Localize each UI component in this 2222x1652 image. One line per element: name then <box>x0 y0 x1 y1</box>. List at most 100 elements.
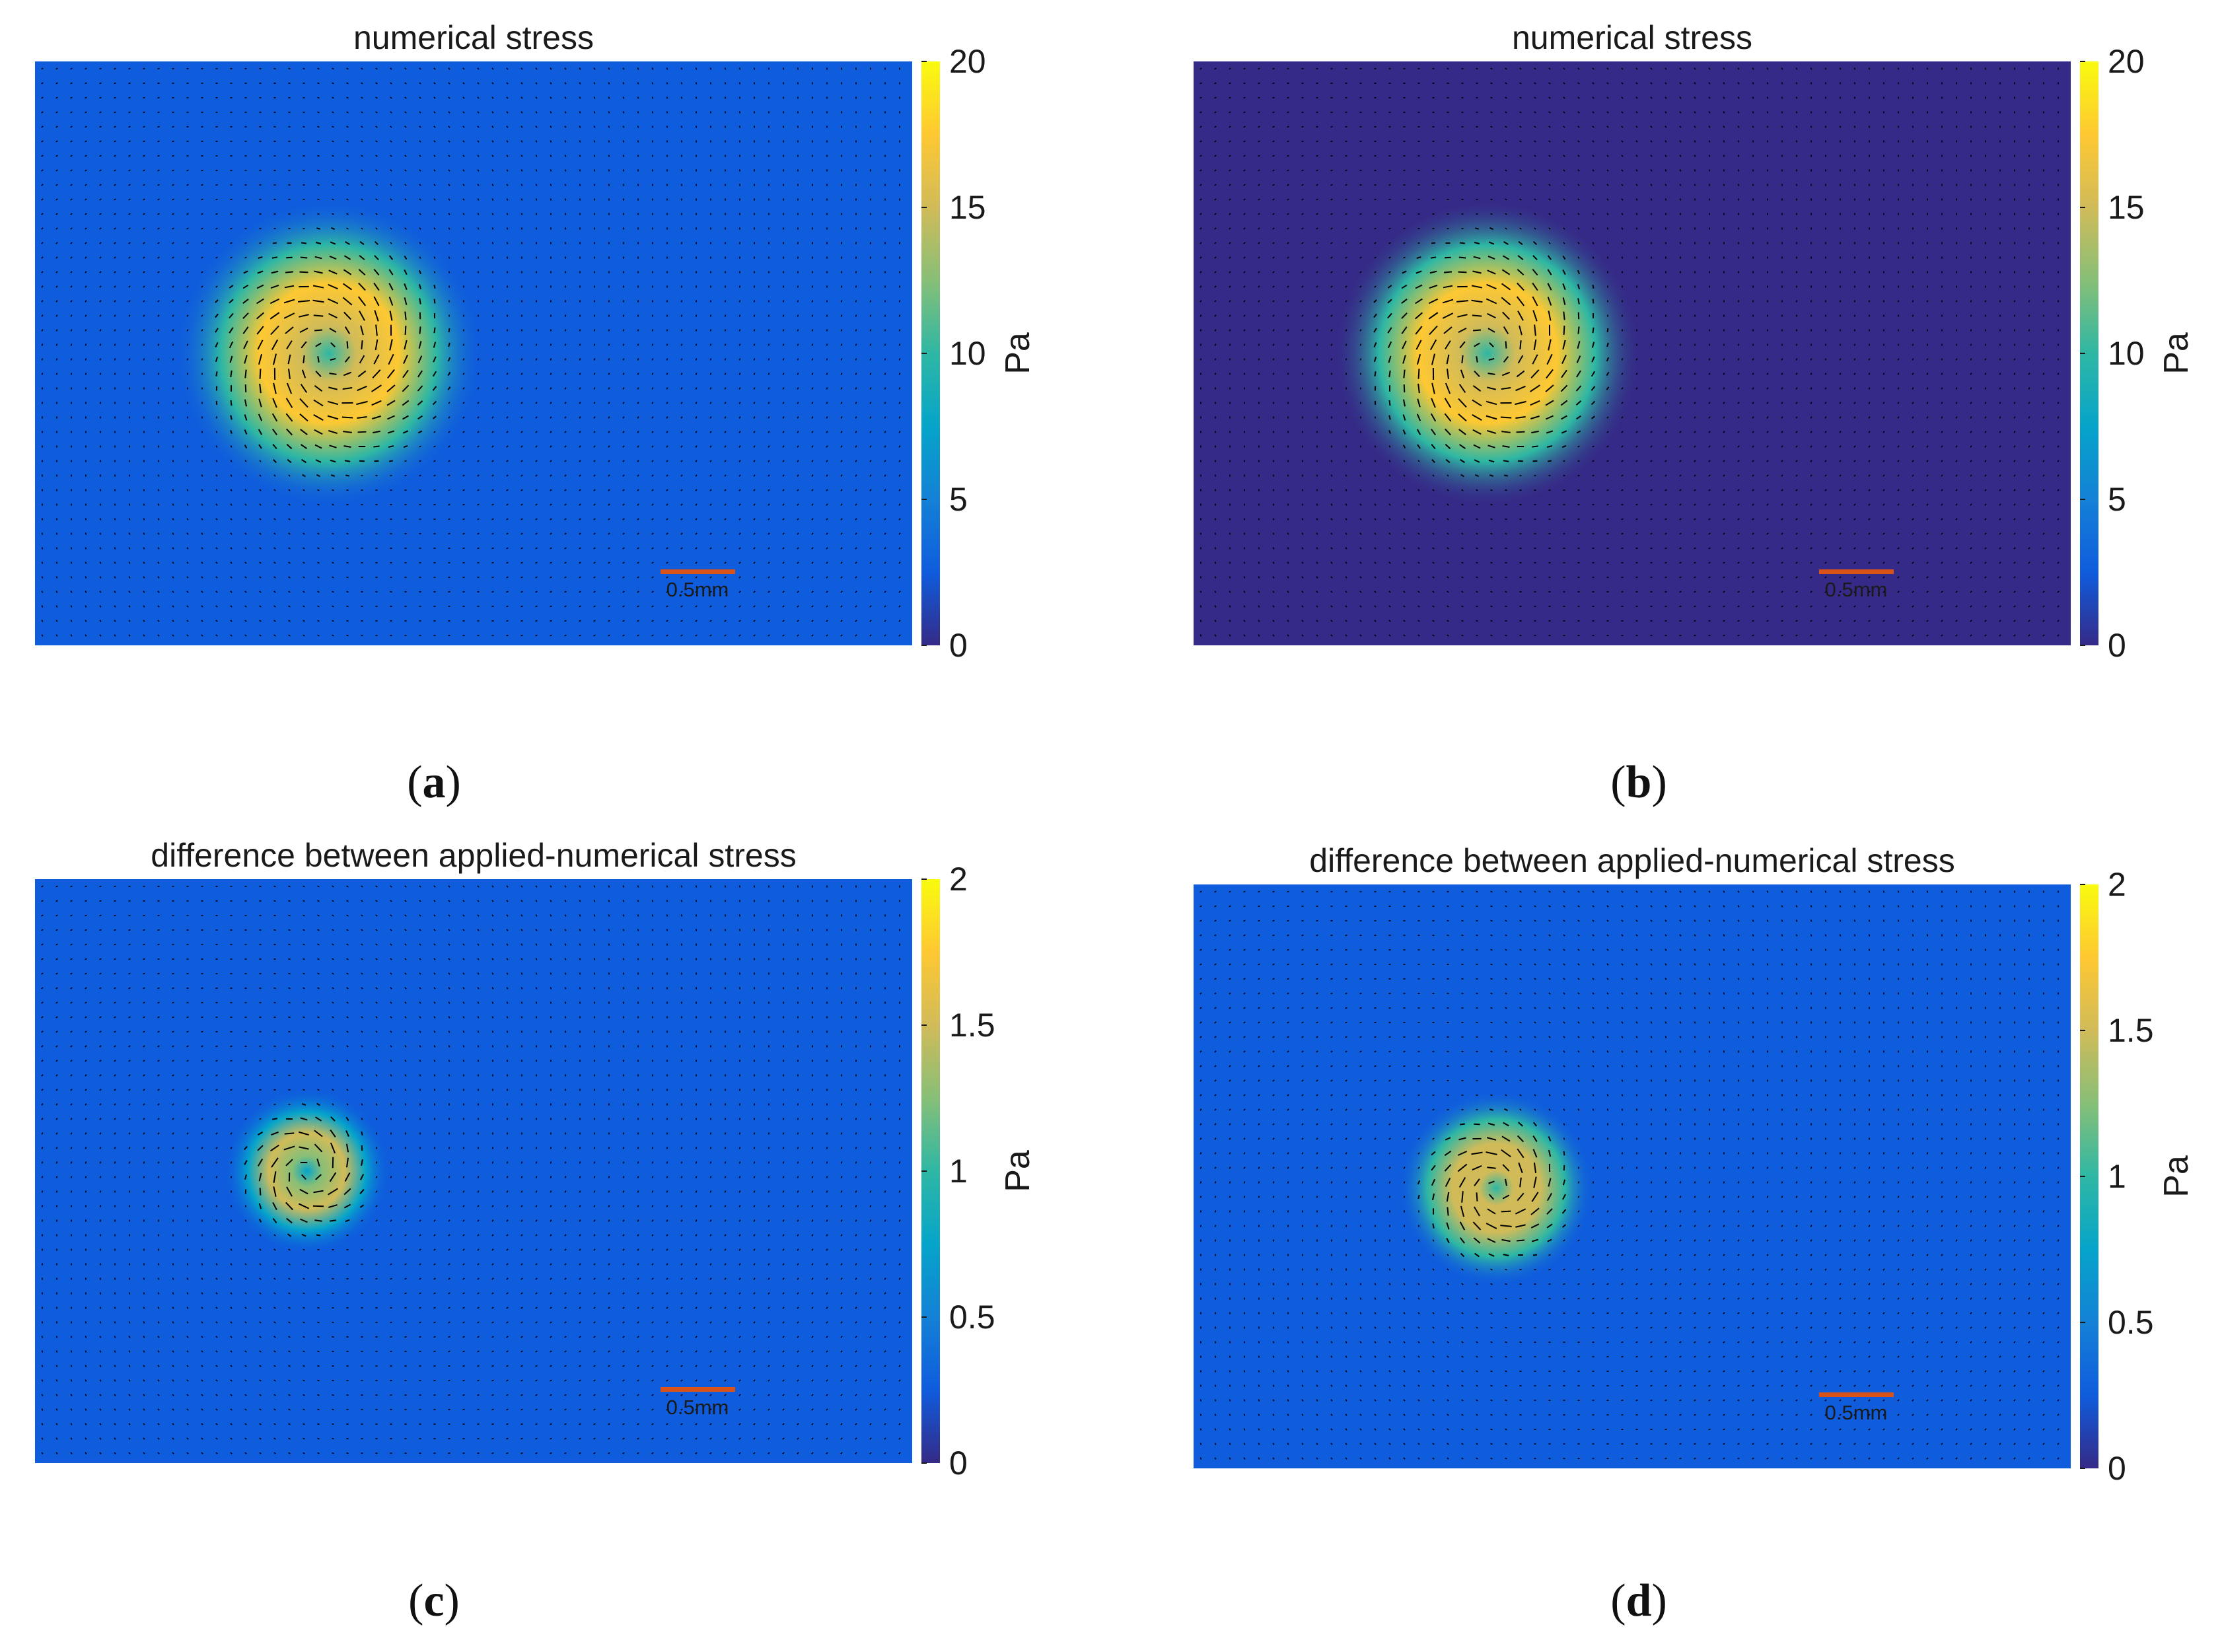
vector-arrow <box>1606 518 1609 521</box>
vector-arrow <box>724 576 727 579</box>
vector-arrow <box>373 445 380 448</box>
vector-arrow <box>593 620 596 622</box>
vector-arrow <box>1592 489 1595 491</box>
vector-arrow <box>782 489 785 491</box>
vector-arrow <box>114 634 116 637</box>
vector-arrow <box>157 213 160 215</box>
vector-arrow <box>491 532 494 535</box>
vector-arrow <box>1258 387 1260 390</box>
vector-arrow <box>1200 96 1202 99</box>
vector-arrow <box>1635 605 1638 608</box>
vector-arrow <box>172 605 174 608</box>
vector-arrow <box>477 111 480 114</box>
vector-arrow <box>753 503 756 506</box>
vector-arrow <box>1781 155 1783 157</box>
vector-arrow <box>709 518 712 521</box>
vector-arrow <box>1970 314 1972 317</box>
vector-arrow <box>593 140 596 143</box>
vector-arrow <box>244 474 247 477</box>
vector-arrow <box>284 285 295 289</box>
vector-arrow <box>389 339 393 351</box>
vector-arrow <box>1621 547 1624 550</box>
vector-arrow <box>1287 343 1289 346</box>
vector-arrow <box>70 285 73 288</box>
vector-arrow <box>332 605 334 608</box>
vector-arrow <box>317 213 320 215</box>
vector-arrow <box>1330 213 1333 215</box>
vector-arrow <box>884 402 886 404</box>
vector-arrow <box>1505 341 1507 349</box>
vector-arrow <box>768 67 770 70</box>
vector-arrow <box>375 126 378 128</box>
vector-arrow <box>346 605 349 608</box>
vector-arrow <box>41 1379 44 1382</box>
vector-arrow <box>346 184 349 186</box>
vector-arrow <box>1926 82 1929 85</box>
vector-arrow <box>388 353 394 365</box>
vector-arrow <box>811 489 814 491</box>
vector-arrow <box>826 591 828 593</box>
panel-c: difference between applied-numerical str… <box>35 837 1037 1626</box>
vector-arrow <box>256 298 264 305</box>
vector-arrow <box>695 96 698 99</box>
vector-arrow <box>1621 489 1624 491</box>
vector-arrow <box>1503 356 1509 363</box>
vector-arrow <box>1214 358 1217 361</box>
vector-arrow <box>259 474 262 477</box>
vector-arrow <box>229 312 234 319</box>
vector-arrow <box>99 387 102 390</box>
vector-arrow <box>404 213 407 215</box>
vector-arrow <box>157 155 160 157</box>
vector-arrow <box>535 416 538 419</box>
vector-arrow <box>1490 489 1493 491</box>
vector-arrow <box>1359 460 1362 462</box>
vector-arrow <box>157 285 160 288</box>
vector-arrow <box>271 428 278 436</box>
vector-arrow <box>346 126 349 128</box>
vector-arrow <box>1563 96 1565 99</box>
vector-arrow <box>1546 369 1554 379</box>
vector-arrow <box>491 402 494 404</box>
vector-arrow <box>564 445 567 448</box>
vector-arrow <box>201 634 203 637</box>
vector-arrow <box>1737 155 1740 157</box>
vector-arrow <box>85 1190 87 1193</box>
vector-arrow <box>811 460 814 462</box>
vector-arrow <box>1200 605 1202 608</box>
vector-arrow <box>114 561 116 564</box>
vector-arrow <box>462 358 465 361</box>
vector-arrow <box>1330 489 1333 491</box>
vector-arrow <box>215 169 218 172</box>
vector-arrow <box>1258 620 1260 622</box>
vector-arrow <box>417 430 423 434</box>
vector-arrow <box>1345 591 1347 593</box>
vortex-hotspot <box>1333 199 1642 508</box>
vector-arrow <box>550 416 552 419</box>
vector-arrow <box>753 96 756 99</box>
vector-arrow <box>1229 140 1231 143</box>
vector-arrow <box>317 198 320 201</box>
vector-arrow <box>99 285 102 288</box>
vector-arrow <box>1502 445 1510 448</box>
vector-arrow <box>1316 271 1318 273</box>
vector-arrow <box>884 460 886 462</box>
vector-arrow <box>1970 373 1972 375</box>
vector-arrow <box>1417 489 1420 491</box>
vector-arrow <box>1548 155 1551 157</box>
vector-arrow <box>1443 326 1452 334</box>
vector-arrow <box>1388 415 1391 420</box>
vector-arrow <box>506 445 509 448</box>
vector-arrow <box>55 96 58 99</box>
vector-arrow <box>1401 284 1408 289</box>
vector-arrow <box>419 298 421 305</box>
vector-arrow <box>1486 400 1497 406</box>
vector-arrow <box>128 227 131 230</box>
vector-arrow <box>314 329 323 332</box>
vector-arrow <box>666 460 668 462</box>
vector-arrow <box>288 111 291 114</box>
vector-arrow <box>608 503 610 506</box>
vector-arrow <box>1476 198 1478 201</box>
vector-arrow <box>1708 314 1711 317</box>
vector-arrow <box>1490 605 1493 608</box>
vector-arrow <box>317 503 320 506</box>
